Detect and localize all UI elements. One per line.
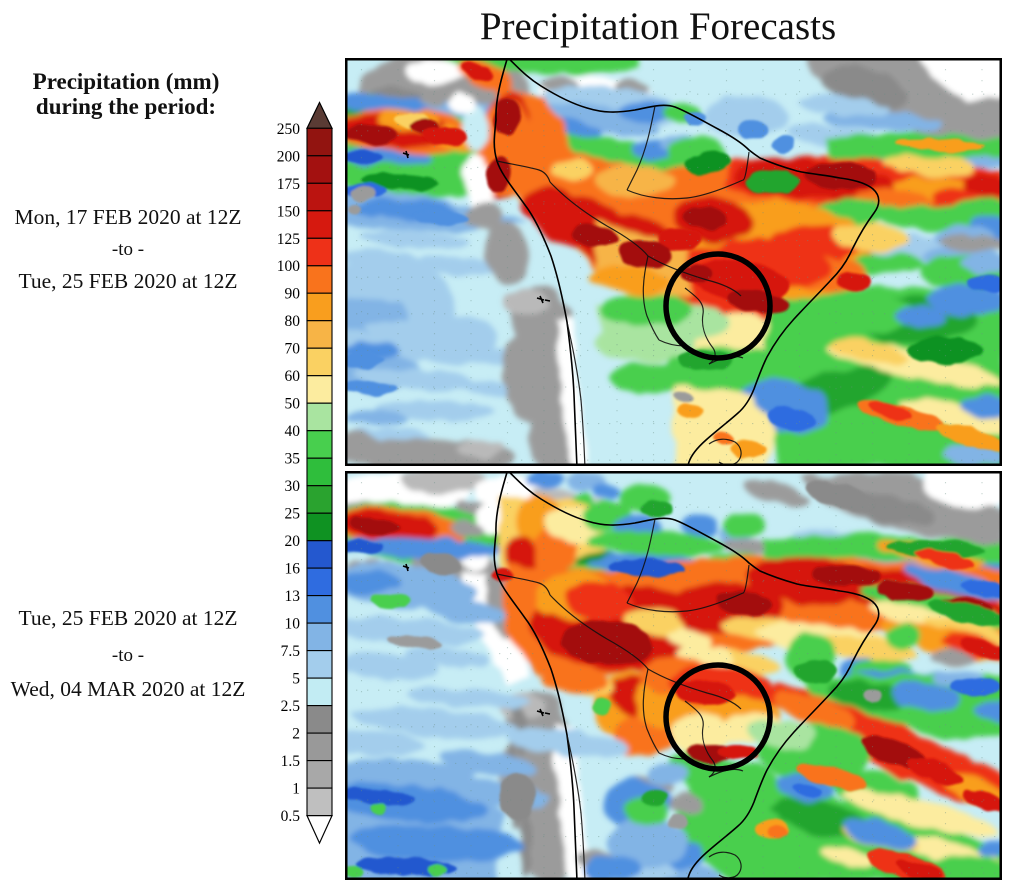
svg-text:20: 20 — [285, 533, 301, 550]
svg-text:50: 50 — [285, 396, 301, 413]
svg-text:16: 16 — [285, 561, 301, 578]
svg-text:90: 90 — [285, 286, 301, 303]
svg-text:80: 80 — [285, 313, 301, 330]
svg-text:70: 70 — [285, 341, 301, 358]
svg-text:30: 30 — [285, 478, 301, 495]
svg-text:10: 10 — [285, 616, 301, 633]
svg-text:7.5: 7.5 — [281, 643, 301, 660]
svg-text:175: 175 — [277, 176, 301, 193]
svg-text:1.5: 1.5 — [281, 753, 301, 770]
svg-text:5: 5 — [292, 671, 300, 688]
svg-text:13: 13 — [285, 588, 301, 605]
svg-text:35: 35 — [285, 451, 301, 468]
svg-text:2.5: 2.5 — [281, 698, 301, 715]
svg-text:60: 60 — [285, 368, 301, 385]
svg-text:200: 200 — [277, 148, 301, 165]
svg-text:0.5: 0.5 — [281, 808, 301, 825]
svg-text:100: 100 — [277, 258, 301, 275]
svg-text:250: 250 — [277, 121, 301, 138]
svg-text:150: 150 — [277, 203, 301, 220]
svg-text:40: 40 — [285, 423, 301, 440]
svg-text:25: 25 — [285, 506, 301, 523]
svg-text:125: 125 — [277, 231, 301, 248]
svg-text:1: 1 — [292, 781, 300, 798]
svg-text:2: 2 — [292, 726, 300, 743]
